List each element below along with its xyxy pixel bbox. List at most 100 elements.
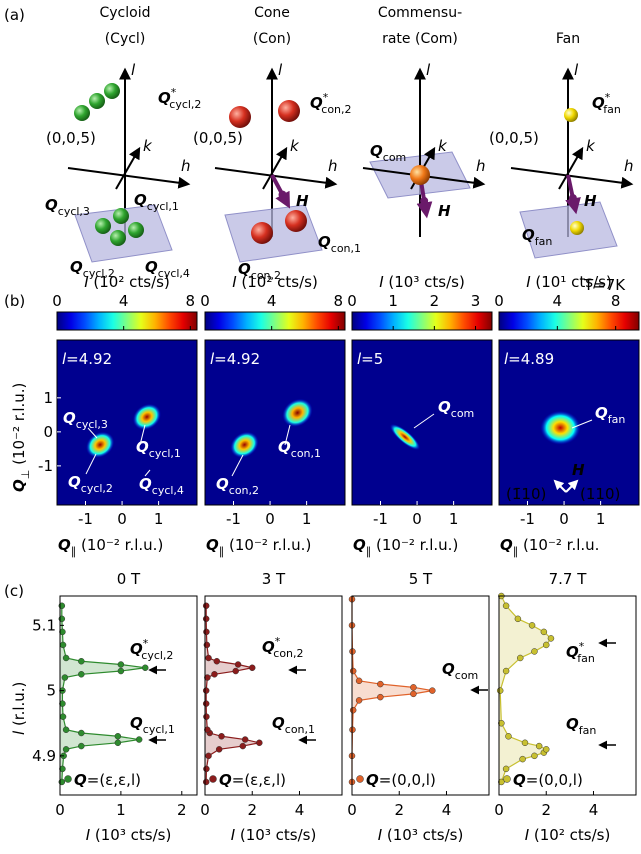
x-tick-label: -1 [373, 510, 388, 528]
panel-label: (a) [4, 6, 25, 24]
axis-label: l [574, 61, 579, 79]
data-point [203, 701, 209, 707]
wavevector-label: Q*fan [592, 91, 621, 116]
data-point [256, 740, 262, 746]
data-point [517, 655, 523, 661]
axis-label: h [624, 157, 634, 175]
label-part: fan [535, 235, 553, 248]
label-part: fan [577, 652, 595, 665]
y-tick-label: 5.1 [32, 616, 56, 634]
wavevector-sphere [89, 93, 105, 109]
data-point [203, 779, 209, 785]
layer-label: l=4.92 [210, 350, 260, 368]
diagram-title: Commensu- [378, 5, 462, 21]
label-part: Q [353, 536, 366, 554]
label-part: Q [513, 771, 526, 789]
x-tick-label: -1 [78, 510, 93, 528]
data-point [548, 635, 554, 641]
data-point [203, 603, 209, 609]
data-point [531, 648, 537, 654]
label-part: (10³ cts/s) [90, 826, 171, 844]
x-tick-label: 0 [55, 801, 65, 819]
wavevector-sphere [74, 105, 90, 121]
panel-label: (b) [4, 292, 25, 310]
colorbar-label: I (10² cts/s) [84, 273, 170, 291]
label-part: cycl,2 [141, 649, 173, 662]
colorbar-tick-label: 0 [347, 292, 357, 310]
data-point [60, 714, 66, 720]
x-tick-label: 2 [394, 801, 404, 819]
wavevector-sphere [113, 208, 129, 224]
data-point [520, 756, 526, 762]
x-tick-label: 0 [117, 510, 127, 528]
colorbar [205, 312, 345, 330]
x-tick-label: 0 [412, 510, 422, 528]
data-point [522, 740, 528, 746]
label-part: Q [272, 714, 285, 732]
label-part: (10³ cts/s) [382, 826, 463, 844]
data-point [203, 629, 209, 635]
colorbar-tick-label: 4 [553, 292, 563, 310]
field-label: H [438, 202, 451, 220]
field-base [420, 197, 428, 205]
axis-label: k [290, 137, 300, 155]
label-part: Q [566, 715, 579, 733]
wavevector-label: Qcycl,3 [45, 196, 90, 218]
label-part: Q [216, 475, 229, 493]
wavevector-sphere [570, 221, 584, 235]
y-axis-label: Q⊥ (10⁻² r.l.u.) [10, 383, 32, 492]
wavevector-sphere [95, 218, 111, 234]
data-point [505, 733, 511, 739]
label-part: Q [136, 438, 149, 456]
data-point [503, 668, 509, 674]
diagram-title: Cycloid [100, 5, 151, 21]
x-tick-label: 4 [442, 801, 452, 819]
label-part: =(ε,ε,l) [87, 771, 141, 789]
x-axis-label: Q∥ (10⁻² r.l.u. [500, 536, 599, 558]
data-point [242, 737, 248, 743]
data-point [60, 642, 66, 648]
colorbar-label: I (10¹ cts/s) [526, 273, 612, 291]
field-arrow [272, 175, 287, 203]
x-tick-label: 2 [177, 801, 187, 819]
label-part: con,1 [291, 447, 321, 460]
x-tick-label: 4 [295, 801, 305, 819]
wavevector-label: Q*cycl,2 [158, 86, 201, 111]
page: Figure body { margin: 0; background: #ff… [0, 0, 641, 854]
label-part: cycl,2 [169, 98, 201, 111]
legend-marker [504, 776, 511, 783]
figure: (a) (b) (c) T=7K Cycloid(Cycl)lkh(0,0,5)… [0, 0, 641, 854]
origin-label: (0,0,5) [193, 129, 243, 147]
x-axis-label: I (10³ cts/s) [231, 826, 317, 844]
label-part: cycl,2 [81, 482, 113, 495]
axis-label: l [131, 61, 136, 79]
axis-label: l [426, 61, 431, 79]
layer-label: l=4.89 [504, 350, 554, 368]
x-tick-label: 0 [494, 801, 504, 819]
data-point [78, 658, 84, 664]
label-part: =4.92 [66, 350, 112, 368]
data-point [63, 727, 69, 733]
x-axis-label: I (10² cts/s) [525, 826, 611, 844]
x-tick-label: 1 [596, 510, 606, 528]
data-point [216, 746, 222, 752]
chart-title: 0 T [117, 570, 141, 588]
data-point [377, 681, 383, 687]
x-tick-label: 0 [559, 510, 569, 528]
colorbar-tick-label: 0 [200, 292, 210, 310]
label-part: ⊥ [19, 470, 32, 480]
legend-label: Q=(ε,ε,l) [219, 771, 286, 789]
colorbar [57, 312, 197, 330]
label-part: (10¹ cts/s) [531, 273, 612, 291]
colorbar-label: I (10³ cts/s) [379, 273, 465, 291]
axis-label: k [586, 137, 596, 155]
colorbar-tick-label: 0 [494, 292, 504, 310]
wavevector-sphere [128, 222, 144, 238]
data-point [529, 622, 535, 628]
data-point [410, 691, 416, 697]
label-part: (r.l.u.) [10, 682, 28, 731]
data-point [233, 668, 239, 674]
page-body: { "panel_labels": ["(a)", "(b)", "(c)"],… [0, 0, 641, 854]
legend-marker [65, 776, 72, 783]
label-part: con,1 [331, 242, 361, 255]
